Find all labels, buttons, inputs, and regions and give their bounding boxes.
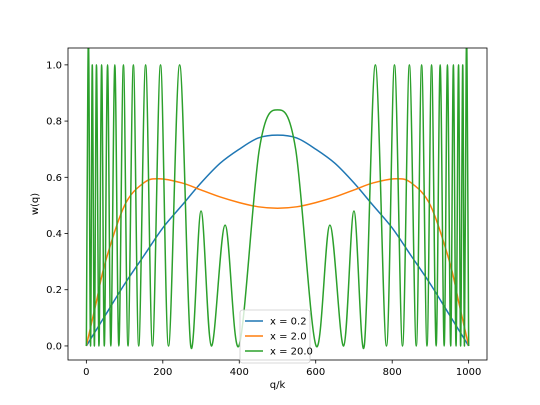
y-tick-label: 0.4 <box>46 229 62 240</box>
y-tick-label: 0.0 <box>46 341 62 352</box>
x-tick-label: 800 <box>383 367 402 378</box>
legend-label: x = 2.0 <box>270 332 307 343</box>
y-axis-label: w(q) <box>30 193 41 215</box>
legend-label: x = 20.0 <box>270 347 313 358</box>
series-line-3 <box>85 48 470 350</box>
y-axis: 0.0 0.2 0.4 0.6 0.8 1.0 <box>46 60 68 352</box>
y-tick-label: 1.0 <box>46 60 62 71</box>
series-line-2 <box>85 177 470 347</box>
legend-box <box>239 309 311 364</box>
x-tick-label: 400 <box>230 367 249 378</box>
legend-label: x = 0.2 <box>270 317 307 328</box>
legend: x = 0.2 x = 2.0 x = 20.0 <box>239 309 313 364</box>
y-tick-label: 0.2 <box>46 285 62 296</box>
x-tick-label: 0 <box>83 367 89 378</box>
x-tick-label: 600 <box>306 367 325 378</box>
x-tick-label: 1000 <box>456 367 481 378</box>
x-axis: 0 200 400 600 800 1000 <box>83 360 481 378</box>
y-tick-label: 0.8 <box>46 117 62 128</box>
x-axis-label: q/k <box>270 380 286 391</box>
x-tick-label: 200 <box>153 367 172 378</box>
series-layer <box>85 48 470 350</box>
y-tick-label: 0.6 <box>46 173 62 184</box>
